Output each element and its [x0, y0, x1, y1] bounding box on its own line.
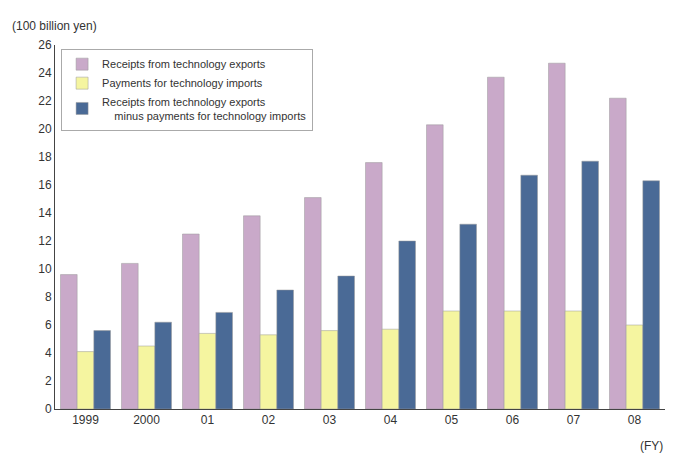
svg-text:Payments for technology import: Payments for technology imports — [102, 77, 263, 89]
svg-text:(100 billion yen): (100 billion yen) — [12, 19, 97, 33]
svg-text:0: 0 — [45, 402, 52, 416]
svg-text:07: 07 — [567, 413, 581, 427]
svg-text:14: 14 — [38, 206, 52, 220]
svg-text:(FY): (FY) — [640, 439, 663, 453]
svg-text:22: 22 — [38, 94, 52, 108]
svg-text:05: 05 — [445, 413, 459, 427]
svg-text:6: 6 — [45, 318, 52, 332]
svg-text:24: 24 — [38, 66, 52, 80]
svg-text:10: 10 — [38, 262, 52, 276]
svg-text:Receipts from technology expor: Receipts from technology exports — [102, 58, 266, 70]
svg-text:18: 18 — [38, 150, 52, 164]
svg-text:12: 12 — [38, 234, 52, 248]
svg-text:20: 20 — [38, 122, 52, 136]
svg-text:03: 03 — [323, 413, 337, 427]
svg-text:1999: 1999 — [72, 413, 99, 427]
svg-text:4: 4 — [45, 346, 52, 360]
svg-text:16: 16 — [38, 178, 52, 192]
svg-text:26: 26 — [38, 38, 52, 52]
svg-text:06: 06 — [506, 413, 520, 427]
svg-text:Receipts from technology expor: Receipts from technology exports minus p… — [102, 96, 306, 122]
svg-text:01: 01 — [201, 413, 215, 427]
svg-text:08: 08 — [628, 413, 642, 427]
svg-text:8: 8 — [45, 290, 52, 304]
svg-text:2: 2 — [45, 374, 52, 388]
svg-text:04: 04 — [384, 413, 398, 427]
svg-text:2000: 2000 — [133, 413, 160, 427]
svg-text:02: 02 — [262, 413, 276, 427]
